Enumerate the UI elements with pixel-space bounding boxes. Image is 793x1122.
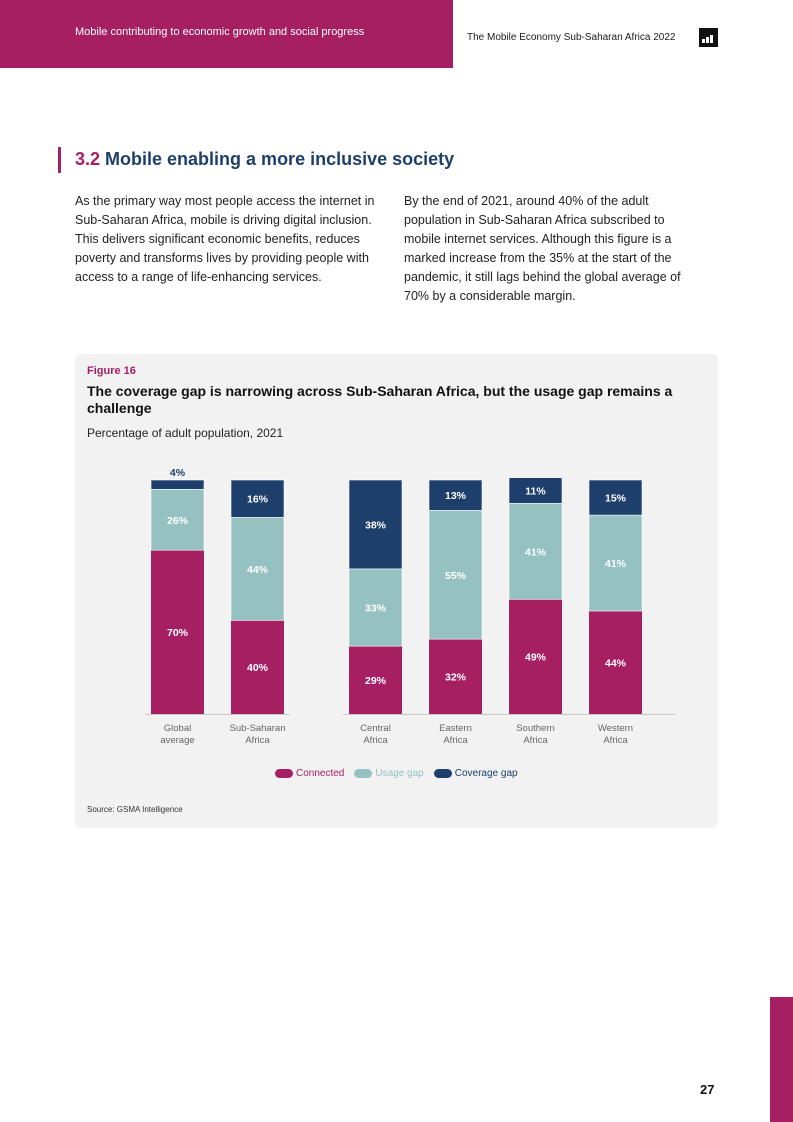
data-label-connected-central-africa: 29% [365,675,387,687]
data-label-coverage-gap-global-average: 4% [170,467,186,479]
legend-label-connected: Connected [296,768,345,779]
data-label-usage-gap-central-africa: 33% [365,603,387,615]
figure-subtitle: Percentage of adult population, 2021 [87,426,284,440]
legend-item-coverage-gap: Coverage gap [433,768,518,779]
data-label-connected-southern-africa: 49% [525,652,547,664]
bar-usage-gap-central-africa [348,568,403,647]
header-bar: Mobile contributing to economic growth a… [0,0,453,68]
data-label-coverage-gap-central-africa: 38% [365,519,387,531]
paragraph-right: By the end of 2021, around 40% of the ad… [404,194,681,303]
data-label-usage-gap-sub-saharan-africa: 44% [247,564,269,576]
bar-usage-gap-eastern-africa [428,510,483,640]
category-label-sub-saharan-africa: Sub-Saharan Africa [230,723,286,746]
bar-usage-gap-global-average [150,489,205,551]
legend-label-coverage-gap: Coverage gap [454,768,518,779]
bar-coverage-gap-eastern-africa [428,479,483,511]
category-label-western-africa: Western Africa [598,723,633,746]
bar-connected-eastern-africa [429,639,482,714]
legend-swatch-usage-gap [354,769,373,778]
legend-swatch-connected [275,769,293,778]
legend-item-usage-gap: Usage gap [354,768,424,779]
data-label-coverage-gap-sub-saharan-africa: 16% [247,494,269,506]
category-label-eastern-africa: Eastern Africa [439,723,472,746]
figure-label: Figure 16 [87,365,136,377]
gsma-logo-icon [699,28,718,47]
section-heading: Mobile enabling a more inclusive society [105,149,455,169]
category-label-southern-africa: Southern Africa [516,723,555,746]
data-label-usage-gap-southern-africa: 41% [525,546,547,558]
legend-swatch-coverage-gap [433,769,452,778]
data-label-usage-gap-eastern-africa: 55% [445,570,467,582]
figure-card: Figure 16 The coverage gap is narrowing … [75,354,718,828]
bar-connected-southern-africa [509,599,562,714]
bar-connected-sub-saharan-africa [231,620,284,714]
section-number: 3.2 [75,149,101,169]
bar-coverage-gap-central-africa [348,479,403,570]
data-label-coverage-gap-western-africa: 15% [605,493,627,505]
section-title: 3.2 Mobile enabling a more inclusive soc… [75,149,454,170]
stacked-bar-chart: 70% 26% 4% Global average 40% 44% 16% Sub-Sahara… [145,467,675,746]
data-label-coverage-gap-southern-africa: 11% [525,486,546,498]
data-label-usage-gap-western-africa: 41% [605,558,627,570]
data-label-usage-gap-global-average: 26% [167,515,189,527]
bar-coverage-gap-global-average [150,479,205,490]
category-label-global-average: Global average [160,723,194,746]
bar-usage-gap-southern-africa [508,503,563,600]
data-label-connected-global-average: 70% [167,627,189,639]
legend-item-connected: Connected [275,768,344,779]
data-label-connected-eastern-africa: 32% [445,672,467,684]
data-label-connected-western-africa: 44% [605,658,627,670]
bar-usage-gap-western-africa [588,514,643,612]
chart-legend: Connected Usage gap Coverage gap [275,768,528,779]
figure-source: Source: GSMA Intelligence [87,805,183,814]
section-label: Mobile contributing to economic growth a… [75,26,365,38]
paragraph-left: As the primary way most people access th… [75,194,375,284]
bar-coverage-gap-sub-saharan-africa [230,479,285,518]
section-accent-line [58,147,61,173]
bar-connected-western-africa [589,611,642,714]
page-number: 27 [700,1082,715,1097]
bar-connected-central-africa [349,646,402,714]
category-label-central-africa: Central Africa [360,723,391,746]
side-accent-bar [770,997,793,1122]
document-title: The Mobile Economy Sub-Saharan Africa 20… [467,32,676,43]
figure-title: The coverage gap is narrowing across Sub… [87,383,673,416]
bar-connected-global-average [151,550,204,714]
bar-coverage-gap-southern-africa [508,477,563,504]
data-label-coverage-gap-eastern-africa: 13% [445,490,467,502]
bar-coverage-gap-western-africa [588,479,643,516]
data-label-connected-sub-saharan-africa: 40% [247,662,269,674]
legend-label-usage-gap: Usage gap [375,768,424,779]
